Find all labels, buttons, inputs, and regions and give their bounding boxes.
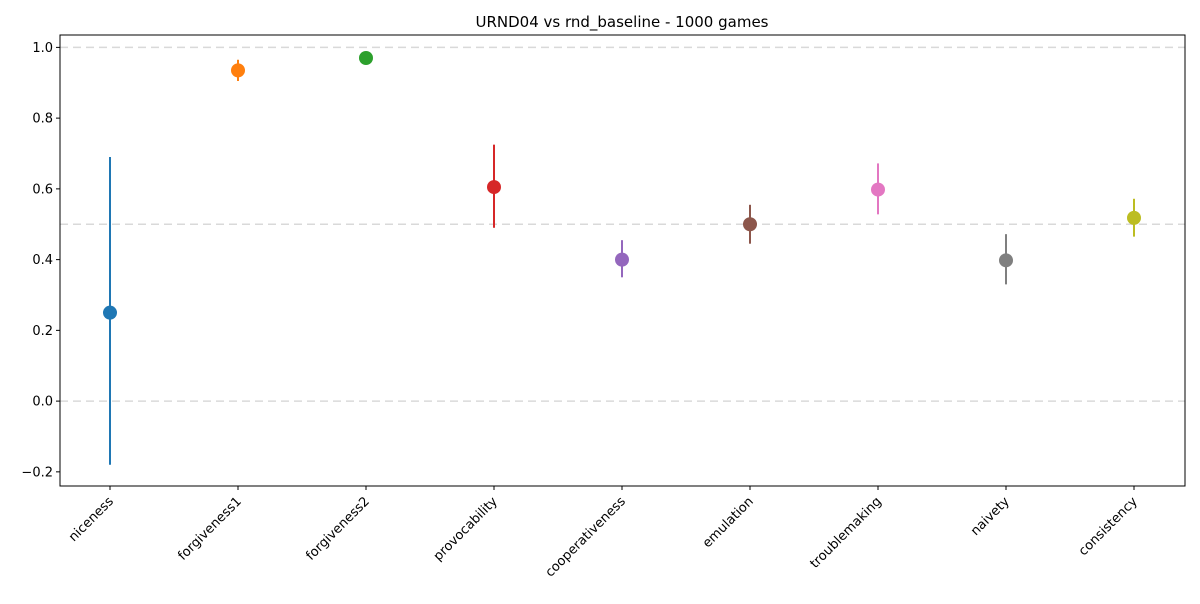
y-axis: −0.2 0.0 0.2 0.4 0.6 0.8 1.0 [21, 41, 60, 480]
x-axis: niceness forgiveness1 forgiveness2 provocab… [66, 486, 1141, 580]
chart-title: URND04 vs rnd_baseline - 1000 games [475, 13, 768, 32]
data-point [231, 63, 245, 78]
x-tick-label: niceness [66, 494, 117, 545]
y-tick-label: 0.2 [32, 324, 53, 339]
y-tick-label: 0.4 [32, 253, 53, 268]
plot-frame [59, 34, 1186, 487]
data-point [615, 252, 629, 267]
y-tick-label: 0.6 [32, 182, 53, 197]
data-point [999, 253, 1013, 268]
data-point [359, 50, 373, 65]
data-point [487, 180, 501, 195]
y-tick-label: 0.8 [32, 112, 53, 127]
x-tick-label: consistency [1076, 494, 1141, 559]
data-point [871, 182, 885, 197]
x-tick-label: troublemaking [807, 494, 884, 571]
x-tick-label: cooperativeness [543, 494, 629, 580]
data-point [1127, 210, 1141, 225]
x-tick-label: emulation [700, 494, 757, 551]
y-tick-label: 0.0 [32, 395, 53, 410]
x-tick-label: provocability [431, 494, 501, 564]
reference-lines [60, 46, 1185, 402]
data-points [103, 50, 1141, 465]
data-point [743, 217, 757, 232]
x-tick-label: naivety [968, 494, 1013, 539]
y-tick-label: −0.2 [21, 465, 53, 480]
x-tick-label: forgiveness1 [175, 494, 244, 563]
y-tick-label: 1.0 [32, 41, 53, 56]
x-tick-label: forgiveness2 [303, 494, 372, 563]
data-point [103, 305, 117, 320]
